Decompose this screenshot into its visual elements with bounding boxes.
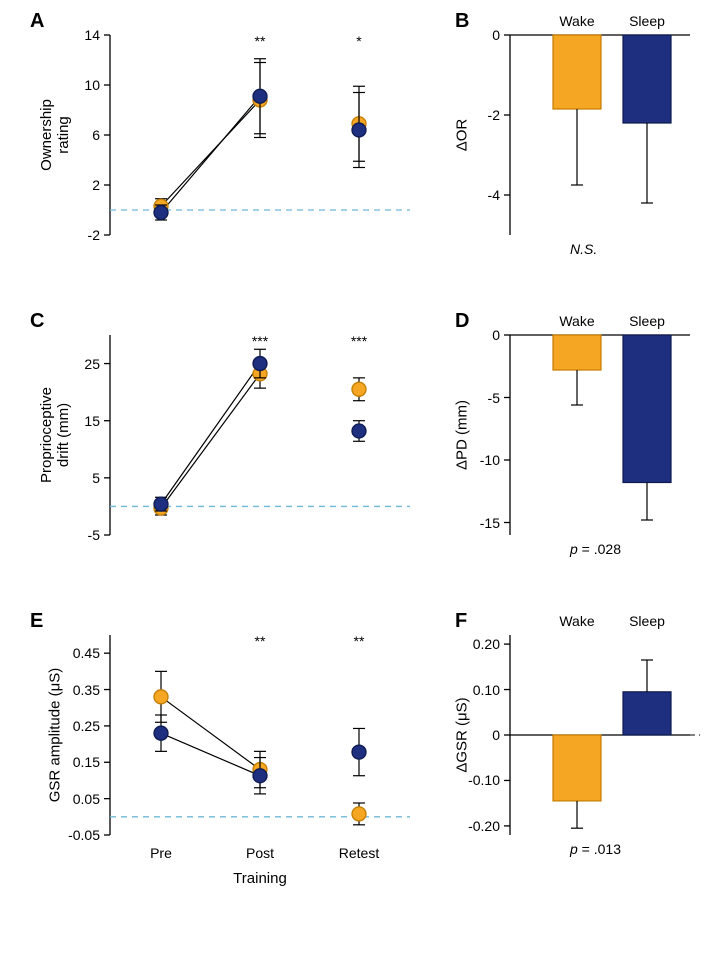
point-sleep: [352, 424, 366, 438]
bar-wake: [553, 335, 601, 370]
ytick-label: -0.10: [468, 772, 500, 788]
stat-note: p = .013: [570, 841, 621, 857]
panel-label: A: [30, 10, 44, 33]
x-cat: Pre: [131, 845, 191, 861]
ytick-label: 2: [92, 177, 100, 193]
ytick-label: 0.20: [473, 636, 500, 652]
ytick-label: -0.05: [68, 827, 100, 843]
bar-sleep: [623, 35, 671, 123]
sig-marker: ***: [349, 333, 369, 349]
ytick-label: 0.10: [473, 682, 500, 698]
panel-label: D: [455, 310, 469, 333]
bar-cat: Sleep: [617, 613, 677, 629]
ytick-label: 0: [492, 327, 500, 343]
ytick-label: 0: [492, 27, 500, 43]
panel-label: B: [455, 10, 469, 33]
bar-sleep: [623, 692, 671, 735]
point-sleep: [154, 726, 168, 740]
sig-marker: ***: [250, 333, 270, 349]
ytick-label: 25: [84, 356, 100, 372]
panel-label: C: [30, 310, 44, 333]
ytick-label: 0.25: [73, 718, 100, 734]
ytick-label: 0: [492, 727, 500, 743]
ytick-label: 0.15: [73, 754, 100, 770]
bar-cat: Wake: [547, 313, 607, 329]
panel-label: F: [455, 610, 467, 633]
sig-marker: *: [349, 33, 369, 49]
panel-label: E: [30, 610, 43, 633]
point-sleep: [253, 357, 267, 371]
y-axis-label: GSR amplitude (μS): [47, 668, 64, 803]
y-axis-label: Ownershiprating: [38, 99, 72, 171]
x-axis-title: Training: [220, 870, 300, 887]
ytick-label: -2: [88, 227, 100, 243]
ytick-label: -5: [488, 390, 500, 406]
ytick-label: -4: [488, 187, 500, 203]
ytick-label: 6: [92, 127, 100, 143]
ytick-label: 15: [84, 413, 100, 429]
ytick-label: -15: [480, 515, 500, 531]
x-cat: Post: [230, 845, 290, 861]
point-sleep: [253, 769, 267, 783]
ytick-label: -10: [480, 452, 500, 468]
point-sleep: [154, 497, 168, 511]
sig-marker: **: [250, 33, 270, 49]
point-sleep: [352, 123, 366, 137]
y-axis-label: ΔOR: [454, 119, 471, 152]
figure-root: AB-2261014***0-2-4WakeSleepN.S.Ownership…: [0, 0, 724, 965]
point-sleep: [253, 89, 267, 103]
ytick-label: 0.45: [73, 645, 100, 661]
bar-cat: Wake: [547, 13, 607, 29]
bar-wake: [553, 35, 601, 109]
y-axis-label: ΔGSR (μS): [454, 697, 471, 772]
sig-marker: **: [250, 633, 270, 649]
sig-marker: **: [349, 633, 369, 649]
stat-note: p = .028: [570, 541, 621, 557]
y-axis-label: ΔPD (mm): [454, 400, 471, 470]
point-wake: [352, 807, 366, 821]
x-cat: Retest: [329, 845, 389, 861]
ytick-label: 5: [92, 470, 100, 486]
point-wake: [154, 690, 168, 704]
bar-wake: [553, 735, 601, 801]
point-sleep: [154, 206, 168, 220]
ytick-label: -2: [488, 107, 500, 123]
stat-note: N.S.: [570, 241, 597, 257]
ytick-label: 10: [84, 77, 100, 93]
point-wake: [352, 382, 366, 396]
ytick-label: 14: [84, 27, 100, 43]
point-sleep: [352, 745, 366, 759]
y-axis-label: Proprioceptivedrift (mm): [38, 387, 72, 483]
bar-sleep: [623, 335, 671, 483]
ytick-label: -5: [88, 527, 100, 543]
ytick-label: 0.05: [73, 791, 100, 807]
bar-cat: Sleep: [617, 313, 677, 329]
bar-cat: Sleep: [617, 13, 677, 29]
ytick-label: -0.20: [468, 818, 500, 834]
bar-cat: Wake: [547, 613, 607, 629]
ytick-label: 0.35: [73, 682, 100, 698]
